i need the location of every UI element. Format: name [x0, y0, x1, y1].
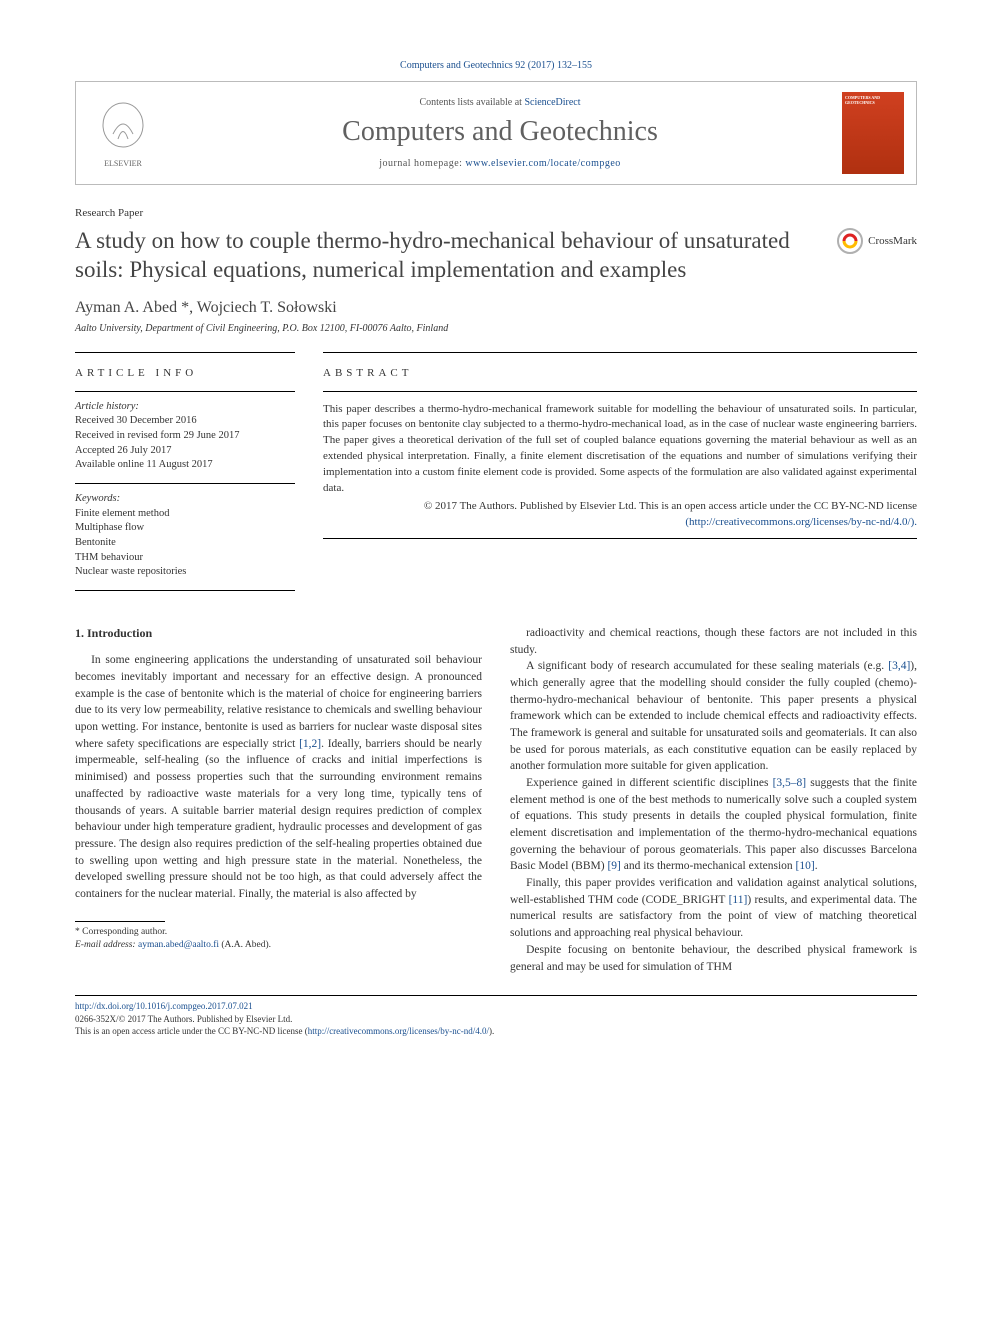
contents-available: Contents lists available at ScienceDirec…: [172, 97, 828, 108]
footer-license-link[interactable]: http://creativecommons.org/licenses/by-n…: [308, 1026, 489, 1036]
corresponding-author-footnote: * Corresponding author.: [75, 926, 482, 939]
body-column-left: 1. Introduction In some engineering appl…: [75, 625, 482, 975]
crossmark-label: CrossMark: [868, 235, 917, 247]
section-heading-introduction: 1. Introduction: [75, 625, 482, 642]
license-line: This is an open access article under the…: [75, 1026, 308, 1036]
authors: Ayman A. Abed *, Wojciech T. Sołowski: [75, 299, 917, 317]
elsevier-logo: ELSEVIER: [88, 94, 158, 172]
citation-ref[interactable]: [11]: [729, 894, 748, 906]
footnote-separator: [75, 921, 165, 922]
keywords: Keywords: Finite element method Multipha…: [75, 483, 295, 591]
citation-ref[interactable]: [3,4]: [888, 660, 910, 672]
elsevier-label: ELSEVIER: [104, 159, 142, 168]
affiliation: Aalto University, Department of Civil En…: [75, 323, 917, 334]
journal-name: Computers and Geotechnics: [172, 116, 828, 148]
journal-cover-thumbnail: COMPUTERS AND GEOTECHNICS: [842, 92, 904, 174]
abstract-text: This paper describes a thermo-hydro-mech…: [323, 391, 917, 498]
paper-type: Research Paper: [75, 207, 917, 219]
copyright-line: © 2017 The Authors. Published by Elsevie…: [323, 499, 917, 530]
sciencedirect-link[interactable]: ScienceDirect: [524, 97, 580, 108]
citation-ref[interactable]: [10]: [796, 860, 815, 872]
journal-homepage: journal homepage: www.elsevier.com/locat…: [172, 158, 828, 169]
email-footnote: E-mail address: ayman.abed@aalto.fi (A.A…: [75, 939, 482, 952]
abstract-heading: ABSTRACT: [323, 352, 917, 391]
doi-link[interactable]: http://dx.doi.org/10.1016/j.compgeo.2017…: [75, 1001, 253, 1011]
article-info-heading: ARTICLE INFO: [75, 352, 295, 391]
author-email-link[interactable]: ayman.abed@aalto.fi: [138, 940, 219, 950]
citation-ref[interactable]: [1,2]: [299, 738, 321, 750]
body-column-right: radioactivity and chemical reactions, th…: [510, 625, 917, 975]
citation-ref[interactable]: [3,5–8]: [773, 777, 807, 789]
issn-line: 0266-352X/© 2017 The Authors. Published …: [75, 1014, 292, 1024]
license-link[interactable]: (http://creativecommons.org/licenses/by-…: [685, 516, 917, 528]
homepage-link[interactable]: www.elsevier.com/locate/compgeo: [465, 158, 620, 169]
journal-reference: Computers and Geotechnics 92 (2017) 132–…: [75, 60, 917, 71]
journal-header: ELSEVIER Contents lists available at Sci…: [75, 81, 917, 185]
paper-title: A study on how to couple thermo-hydro-me…: [75, 227, 816, 285]
page-footer: http://dx.doi.org/10.1016/j.compgeo.2017…: [75, 995, 917, 1038]
citation-ref[interactable]: [9]: [607, 860, 620, 872]
article-history: Article history: Received 30 December 20…: [75, 391, 295, 483]
crossmark-badge[interactable]: CrossMark: [836, 227, 917, 255]
